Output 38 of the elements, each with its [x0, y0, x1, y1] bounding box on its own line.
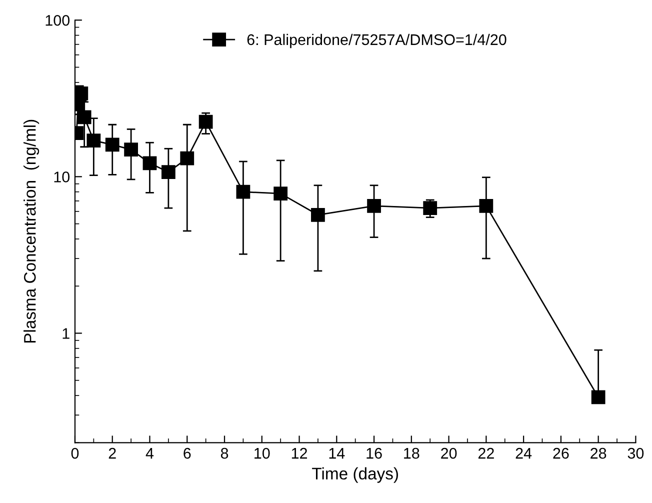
point	[423, 201, 438, 216]
y-tick-label: 100	[46, 14, 70, 26]
x-tick-label: 8	[220, 448, 228, 459]
x-tick-label: 30	[628, 448, 644, 459]
y-tick-label: 1	[62, 328, 70, 339]
x-tick-label: 28	[590, 448, 606, 459]
point	[274, 186, 288, 201]
x-tick-label: 20	[441, 448, 457, 459]
x-tick-label: 0	[71, 448, 79, 459]
x-tick-label: 2	[108, 448, 116, 459]
point	[311, 208, 325, 222]
x-tick-label: 12	[292, 448, 307, 459]
x-tick-label: 6	[184, 448, 191, 459]
point	[236, 184, 250, 199]
x-tick-label: 24	[516, 448, 532, 459]
point	[74, 86, 88, 100]
point	[105, 138, 120, 152]
point	[180, 151, 194, 166]
point	[479, 199, 494, 213]
x-tick-label: 22	[478, 448, 494, 459]
y-tick-label: 10	[54, 172, 70, 182]
point	[86, 134, 101, 148]
x-tick-label: 4	[146, 448, 154, 459]
point	[77, 110, 92, 124]
point	[591, 390, 606, 404]
y-axis-title: Plasma Concentration (ng/ml)	[24, 120, 40, 343]
x-tick-label: 16	[366, 448, 382, 459]
point	[142, 156, 157, 170]
point	[367, 199, 381, 213]
point	[198, 114, 213, 129]
x-tick-label: 10	[254, 448, 270, 459]
x-tick-label: 14	[329, 448, 345, 459]
x-tick-label: 26	[553, 448, 569, 459]
point	[161, 165, 176, 180]
x-tick-label: 18	[404, 448, 420, 459]
point	[124, 142, 138, 156]
legend-label: 6: Paliperidone/75257A/DMSO=1/4/20	[247, 34, 506, 48]
x-axis-title: Time (days)	[312, 467, 398, 483]
